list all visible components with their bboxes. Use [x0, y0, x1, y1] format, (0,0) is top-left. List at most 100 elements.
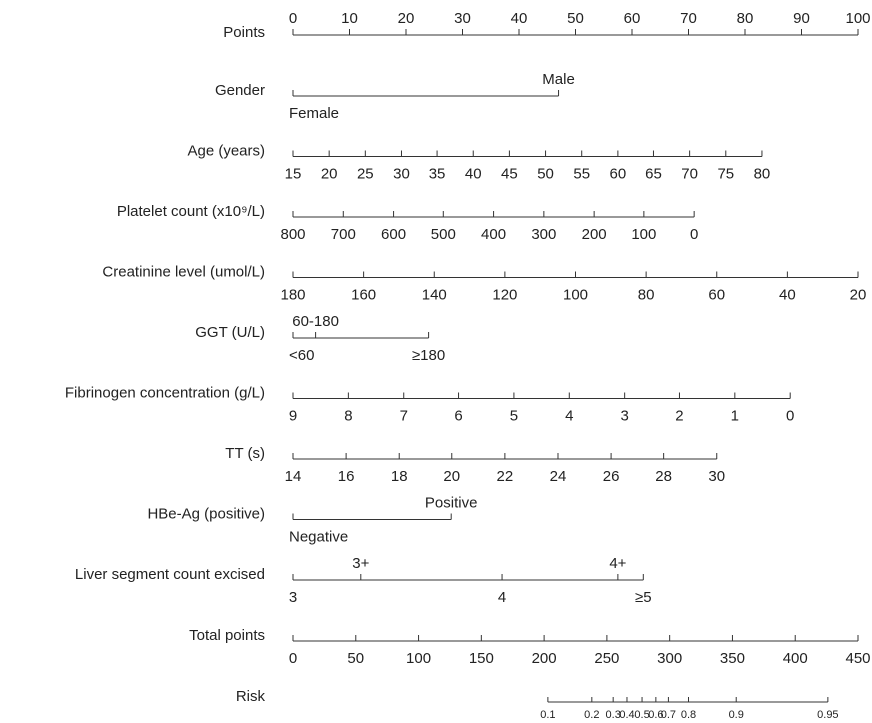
tick-label: 4 — [498, 589, 506, 606]
tick-label: 8 — [344, 407, 352, 424]
tick-label: 1 — [731, 407, 739, 424]
row-label: TT (s) — [225, 445, 265, 462]
tick-label: 100 — [845, 10, 870, 27]
tick-label: 0.6 — [648, 709, 663, 721]
tick-label: 60 — [708, 286, 725, 303]
row-label: Total points — [189, 627, 265, 644]
tick-label: 45 — [501, 165, 518, 182]
row-label: Liver segment count excised — [75, 566, 265, 583]
tick-label: 200 — [532, 650, 557, 667]
tick-label: 3+ — [352, 555, 369, 572]
tick-label: 40 — [465, 165, 482, 182]
tick-label: 400 — [481, 226, 506, 243]
tick-label: 25 — [357, 165, 374, 182]
tick-label: 60-180 — [292, 313, 339, 330]
tick-label: 0.3 — [606, 709, 621, 721]
tick-label: 100 — [563, 286, 588, 303]
tick-label: 24 — [550, 468, 567, 485]
tick-label: 6 — [454, 407, 462, 424]
tick-label: 0 — [289, 650, 297, 667]
row-label: HBe-Ag (positive) — [147, 505, 265, 522]
row-label: Age (years) — [187, 142, 265, 159]
tick-label: 600 — [381, 226, 406, 243]
tick-label: 9 — [289, 407, 297, 424]
tick-label: 80 — [754, 165, 771, 182]
tick-label: 0.95 — [817, 709, 838, 721]
tick-label: 40 — [511, 10, 528, 27]
tick-label: 0 — [289, 10, 297, 27]
tick-label: 26 — [603, 468, 620, 485]
tick-label: 3 — [289, 589, 297, 606]
tick-label: 500 — [431, 226, 456, 243]
tick-label: 60 — [624, 10, 641, 27]
tick-label: Male — [542, 71, 575, 88]
tick-label: <60 — [289, 347, 314, 364]
row-label: Gender — [215, 82, 265, 99]
tick-label: 300 — [531, 226, 556, 243]
tick-label: 50 — [567, 10, 584, 27]
row-label: Points — [223, 24, 265, 41]
tick-label: 70 — [681, 165, 698, 182]
tick-label: 160 — [351, 286, 376, 303]
tick-label: 4 — [565, 407, 573, 424]
tick-label: 55 — [573, 165, 590, 182]
tick-label: 0.1 — [540, 709, 555, 721]
tick-label: 150 — [469, 650, 494, 667]
tick-label: 20 — [398, 10, 415, 27]
tick-label: 2 — [675, 407, 683, 424]
row-label: Platelet count (x10⁹/L) — [117, 203, 265, 220]
tick-label: 100 — [631, 226, 656, 243]
tick-label: 22 — [497, 468, 514, 485]
tick-label: 300 — [657, 650, 682, 667]
tick-label: 75 — [717, 165, 734, 182]
tick-label: 16 — [338, 468, 355, 485]
tick-label: 250 — [594, 650, 619, 667]
tick-label: 700 — [331, 226, 356, 243]
tick-label: 0.8 — [681, 709, 696, 721]
tick-label: 4+ — [609, 555, 626, 572]
tick-label: 180 — [280, 286, 305, 303]
tick-label: 90 — [793, 10, 810, 27]
tick-label: 100 — [406, 650, 431, 667]
row-label: Fibrinogen concentration (g/L) — [65, 384, 265, 401]
tick-label: 65 — [645, 165, 662, 182]
tick-label: 30 — [708, 468, 725, 485]
tick-label: 800 — [280, 226, 305, 243]
tick-label: 140 — [422, 286, 447, 303]
tick-label: 18 — [391, 468, 408, 485]
tick-label: 0.5 — [634, 709, 649, 721]
tick-label: 5 — [510, 407, 518, 424]
tick-label: 50 — [347, 650, 364, 667]
tick-label: 400 — [783, 650, 808, 667]
tick-label: Female — [289, 105, 339, 122]
tick-label: 70 — [680, 10, 697, 27]
tick-label: 0.7 — [661, 709, 676, 721]
tick-label: 350 — [720, 650, 745, 667]
tick-label: 20 — [321, 165, 338, 182]
row-label: Risk — [236, 688, 266, 705]
tick-label: 20 — [443, 468, 460, 485]
tick-label: 0.2 — [584, 709, 599, 721]
tick-label: 40 — [779, 286, 796, 303]
tick-label: 50 — [537, 165, 554, 182]
tick-label: 200 — [582, 226, 607, 243]
tick-label: 15 — [285, 165, 302, 182]
tick-label: 80 — [638, 286, 655, 303]
tick-label: 14 — [285, 468, 302, 485]
tick-label: 80 — [737, 10, 754, 27]
tick-label: ≥5 — [635, 589, 652, 606]
tick-label: 120 — [492, 286, 517, 303]
tick-label: 10 — [341, 10, 358, 27]
tick-label: 30 — [393, 165, 410, 182]
tick-label: 0.4 — [619, 709, 634, 721]
tick-label: 30 — [454, 10, 471, 27]
tick-label: 0.9 — [729, 709, 744, 721]
row-label: GGT (U/L) — [195, 324, 265, 341]
tick-label: 450 — [845, 650, 870, 667]
tick-label: Positive — [425, 494, 478, 511]
row-label: Creatinine level (umol/L) — [102, 263, 265, 280]
tick-label: Negative — [289, 528, 348, 545]
tick-label: 7 — [400, 407, 408, 424]
